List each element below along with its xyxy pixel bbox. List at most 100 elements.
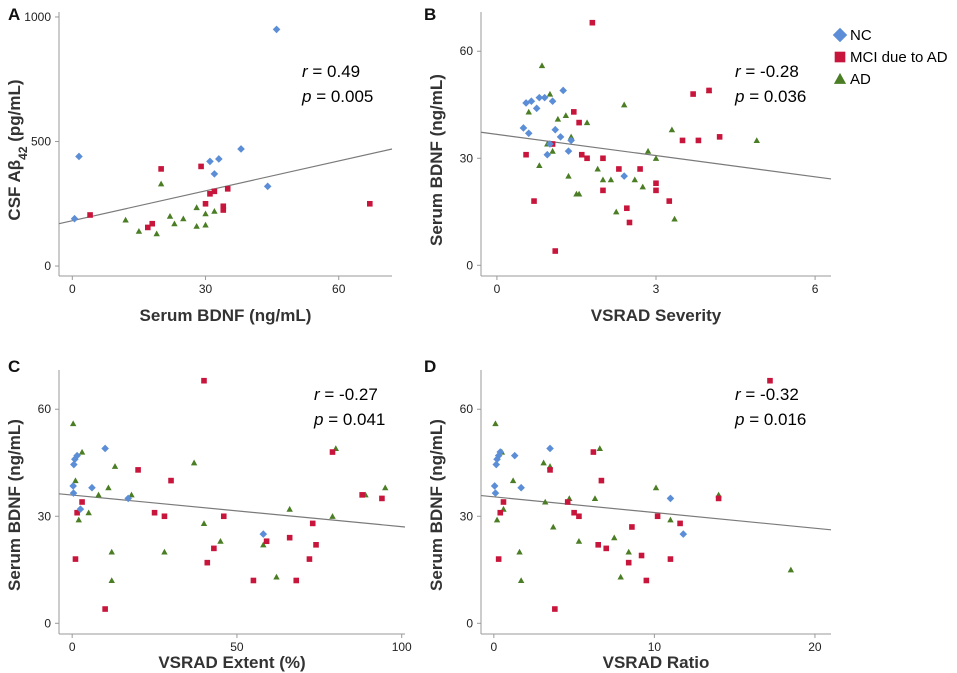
mci-point (293, 577, 300, 584)
mci-point (149, 220, 156, 227)
x-axis-label: VSRAD Severity (591, 306, 722, 325)
nc-point (546, 140, 554, 148)
nc-point (519, 124, 528, 132)
ad-point (594, 165, 601, 172)
panel-letter: C (8, 357, 20, 376)
ad-point (644, 147, 652, 154)
nc-point (76, 505, 85, 513)
panel-c: C 0 50 100 0 30 60 VSRAD Extent (%) Serum BDNF (… (5, 357, 412, 672)
ad-point (540, 459, 547, 466)
ad-point (193, 204, 200, 211)
ad-point (554, 115, 562, 122)
mci-point (379, 495, 385, 502)
mci-point (74, 509, 80, 516)
nc-point (559, 86, 567, 95)
stat-r: r = -0.27 (314, 385, 378, 404)
mci-point (629, 524, 635, 530)
mci-point (715, 495, 722, 502)
nc-point (679, 530, 688, 538)
nc-point (101, 444, 109, 453)
mci-point (207, 191, 213, 197)
mci-point (135, 467, 141, 473)
nc-point (70, 214, 79, 223)
y-tick-label: 30 (38, 509, 52, 523)
ad-point (671, 215, 678, 222)
mci-point (204, 559, 211, 566)
ad-point (260, 541, 267, 548)
mci-point (578, 151, 585, 158)
ad-point (171, 220, 178, 227)
nc-point (556, 133, 565, 141)
stat-p: p = 0.041 (313, 410, 385, 429)
stat-p: p = 0.005 (301, 87, 373, 106)
legend: NC MCI due to AD AD (832, 27, 948, 88)
nc-point (124, 494, 132, 503)
legend-diamond-icon (832, 27, 848, 43)
nc-point (551, 125, 560, 134)
ad-point (617, 573, 624, 580)
nc-point (496, 448, 505, 456)
ad-point (550, 523, 557, 530)
ad-point (525, 108, 532, 115)
x-tick-label: 0 (69, 640, 76, 654)
y-tick-label: 30 (460, 151, 474, 165)
nc-point (263, 182, 272, 191)
ad-point (546, 90, 554, 97)
legend-label: AD (850, 71, 871, 88)
mci-point (598, 477, 605, 484)
mci-point (313, 542, 319, 548)
ad-point (567, 133, 575, 140)
y-tick-label: 60 (38, 402, 52, 416)
legend-item: NC (832, 27, 872, 44)
ad-point (382, 484, 389, 491)
nc-point (517, 483, 525, 492)
regression-line (480, 494, 832, 531)
nc-point (259, 530, 268, 538)
x-tick-label: 30 (199, 282, 213, 296)
ad-point (753, 137, 760, 143)
nc-point (70, 460, 78, 469)
ad-point (200, 520, 208, 526)
ad-point (122, 216, 129, 223)
ad-point (517, 577, 525, 584)
ad-point (286, 505, 293, 512)
mci-point (576, 513, 582, 520)
mci-point (589, 19, 596, 26)
ad-point (190, 459, 198, 466)
ad-point (613, 208, 620, 215)
mci-point (500, 499, 507, 505)
y-tick-label: 60 (460, 402, 474, 416)
ad-point (111, 463, 119, 469)
y-tick-label: 30 (460, 509, 474, 523)
ad-point (180, 215, 187, 222)
mci-point (523, 151, 529, 158)
mci-point (224, 186, 231, 192)
ad-point (135, 227, 143, 234)
mci-point (616, 166, 622, 172)
mci-point (716, 134, 723, 140)
mci-point (576, 119, 582, 126)
mci-point (595, 542, 602, 548)
mci-point (603, 545, 610, 552)
x-tick-label: 3 (653, 282, 660, 296)
mci-point (571, 509, 577, 516)
legend-label: NC (850, 27, 872, 44)
x-tick-label: 0 (69, 282, 76, 296)
mci-point (220, 203, 227, 210)
regression-line (58, 493, 406, 528)
mci-point (584, 155, 590, 162)
nc-point (272, 25, 281, 34)
panel-d: D 0 10 20 0 30 60 VSRAD Ratio Serum BDNF (ng/mL)… (424, 357, 832, 672)
nc-point (69, 482, 77, 490)
mci-point (571, 109, 577, 115)
mci-point (638, 552, 645, 559)
ad-point (565, 172, 572, 179)
ad-point (95, 491, 102, 498)
nc-point (492, 460, 501, 469)
mci-point (497, 509, 504, 516)
stat-r: r = -0.32 (735, 385, 799, 404)
ad-point (620, 101, 628, 108)
nc-point (524, 129, 533, 138)
